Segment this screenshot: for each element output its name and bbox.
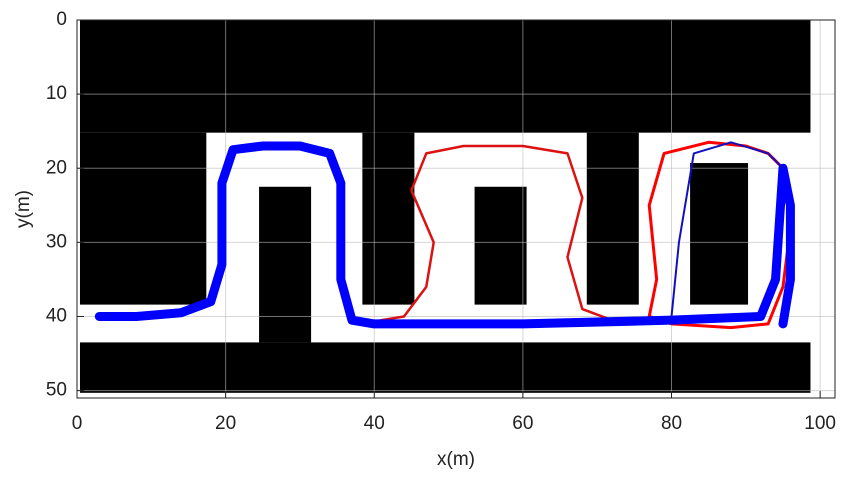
y-tick-label: 40 [46, 305, 67, 326]
y-tick-label: 30 [46, 231, 67, 252]
trajectory [358, 144, 614, 326]
obstacle [362, 132, 415, 305]
x-tick-label: 100 [804, 413, 836, 434]
x-axis-label: x(m) [437, 449, 475, 470]
obstacle [79, 20, 811, 133]
trajectory [94, 141, 795, 329]
obstacle [690, 163, 749, 305]
y-axis-label: y(m) [13, 190, 34, 228]
obstacle [259, 186, 312, 343]
x-tick-label: 40 [364, 413, 385, 434]
axes-box [76, 19, 836, 399]
obstacle [79, 132, 207, 305]
obstacle [586, 132, 639, 305]
obstacle [79, 342, 811, 393]
y-tick-label: 10 [46, 83, 67, 104]
y-tick-label: 0 [56, 9, 67, 30]
x-tick-label: 60 [512, 413, 533, 434]
x-tick-label: 0 [72, 413, 83, 434]
obstacle [474, 186, 527, 305]
x-tick-label: 80 [661, 413, 682, 434]
y-tick-label: 50 [46, 380, 67, 401]
x-tick-label: 20 [215, 413, 236, 434]
y-tick-label: 20 [46, 157, 67, 178]
trajectory [670, 141, 784, 318]
